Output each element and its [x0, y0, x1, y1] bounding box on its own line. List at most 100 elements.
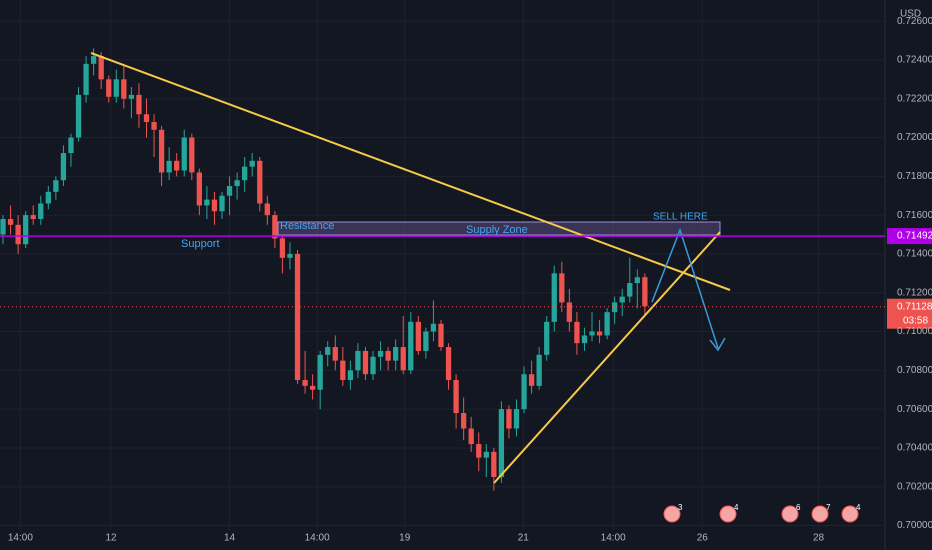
x-tick-label: 21	[518, 533, 530, 544]
candle-body	[7, 219, 14, 225]
x-tick-label: 26	[697, 533, 709, 544]
candle-body	[642, 277, 648, 307]
candle-body	[151, 122, 157, 130]
y-tick-label: 0.71000	[897, 326, 932, 337]
event-count: 4	[734, 503, 739, 512]
candle-body	[75, 94, 82, 138]
y-tick-label: 0.70600	[897, 404, 932, 415]
y-tick-label: 0.70200	[897, 481, 932, 492]
candle-body	[0, 219, 6, 235]
candle-body	[498, 409, 505, 478]
candle-body	[385, 350, 391, 361]
candle-body	[483, 451, 489, 458]
candle-body	[445, 347, 452, 381]
countdown: 03:58	[903, 315, 928, 326]
event-icon	[719, 505, 737, 523]
candle-body	[400, 347, 406, 371]
event-count: 4	[856, 503, 861, 512]
candle-body	[362, 350, 369, 375]
y-tick-label: 0.70400	[897, 443, 932, 454]
event-count: 6	[796, 503, 801, 512]
candle-body	[415, 321, 421, 351]
candle-body	[506, 409, 512, 429]
candle-body	[226, 186, 233, 196]
candle-body	[106, 79, 112, 97]
last-price-tag	[887, 298, 932, 329]
candle-body	[166, 160, 172, 173]
candle-body	[30, 215, 36, 220]
x-tick-label: 14:00	[601, 533, 626, 544]
candle-body	[279, 238, 286, 258]
price-axis	[885, 0, 932, 550]
support-label: Support	[181, 238, 220, 250]
candle-body	[619, 296, 625, 303]
candle-body	[574, 321, 580, 344]
candle-body	[83, 63, 89, 95]
x-tick-label: 14:00	[8, 533, 33, 544]
candle-body	[370, 356, 376, 375]
x-tick-label: 19	[399, 533, 411, 544]
candle-body	[566, 302, 573, 322]
y-tick-label: 0.72600	[897, 16, 932, 27]
candle-body	[302, 380, 308, 386]
candle-body	[38, 203, 44, 220]
candle-body	[596, 331, 603, 336]
candle-body	[627, 283, 633, 297]
supply-zone	[277, 221, 721, 236]
y-tick-label: 0.71200	[897, 287, 932, 298]
resistance-label: Resistance	[280, 220, 334, 232]
candle-body	[476, 444, 482, 458]
candle-body	[634, 277, 640, 284]
trend-line	[493, 231, 721, 484]
candle-body	[559, 273, 565, 303]
candle-body	[249, 160, 255, 167]
candle-body	[158, 129, 165, 173]
candle-body	[257, 160, 263, 204]
candle-body	[68, 137, 74, 154]
candle-body	[242, 166, 248, 181]
candle-body	[234, 180, 240, 187]
candle-body	[438, 323, 444, 348]
candle-body	[491, 451, 497, 478]
candle-body	[45, 191, 51, 204]
candle-body	[60, 153, 67, 181]
candle-body	[98, 56, 104, 80]
currency-box	[896, 6, 924, 21]
candle-body	[181, 137, 187, 171]
x-tick-label: 12	[105, 533, 117, 544]
y-tick-label: 0.70000	[897, 520, 932, 531]
candle-body	[468, 428, 474, 445]
candle-body	[551, 273, 557, 322]
candle-body	[309, 385, 316, 390]
trend-line	[90, 52, 731, 291]
candle-body	[347, 370, 354, 381]
event-count: 3	[678, 503, 683, 512]
event-count: 7	[826, 503, 831, 512]
event-icon	[663, 505, 681, 523]
candle-body	[272, 215, 278, 239]
candle-body	[461, 413, 467, 429]
y-tick-label: 0.72400	[897, 55, 932, 66]
y-tick-label: 0.71800	[897, 171, 932, 182]
candle-body	[121, 79, 127, 99]
x-tick-label: 14:00	[305, 533, 330, 544]
candle-body	[264, 203, 270, 216]
candle-body	[544, 321, 550, 355]
level-label: 0.71492	[897, 231, 932, 242]
candle-body	[589, 331, 595, 336]
candle-body	[287, 253, 293, 258]
candle-body	[536, 354, 542, 386]
candle-body	[430, 323, 437, 332]
candle-body	[128, 94, 135, 99]
candle-body	[136, 94, 142, 115]
candle-body	[377, 350, 384, 357]
event-icon	[841, 505, 859, 523]
currency: USD	[900, 9, 921, 20]
overlay: 0.71492 0.71128 03:58 3 4 6 7 4	[0, 228, 932, 523]
candle-body	[355, 350, 361, 371]
candle-body	[528, 374, 535, 386]
candle-body	[294, 253, 301, 381]
candle-body	[317, 354, 323, 390]
candle-body	[423, 331, 429, 351]
